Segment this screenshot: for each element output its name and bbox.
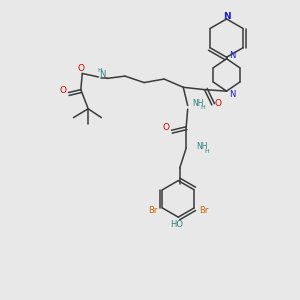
Text: N: N <box>99 70 105 80</box>
Text: O: O <box>215 99 222 108</box>
Text: NH: NH <box>192 99 204 108</box>
Text: O: O <box>77 64 84 73</box>
Text: O: O <box>163 123 170 132</box>
Text: HO: HO <box>170 220 183 229</box>
Text: H: H <box>205 149 209 154</box>
Text: H: H <box>98 68 102 73</box>
Text: H: H <box>201 105 206 110</box>
Text: N: N <box>229 51 235 60</box>
Text: N: N <box>223 11 230 20</box>
Text: NH: NH <box>196 142 207 151</box>
Text: N: N <box>229 90 235 99</box>
Text: O: O <box>60 86 67 95</box>
Text: Br: Br <box>199 206 208 215</box>
Text: Br: Br <box>148 206 158 215</box>
